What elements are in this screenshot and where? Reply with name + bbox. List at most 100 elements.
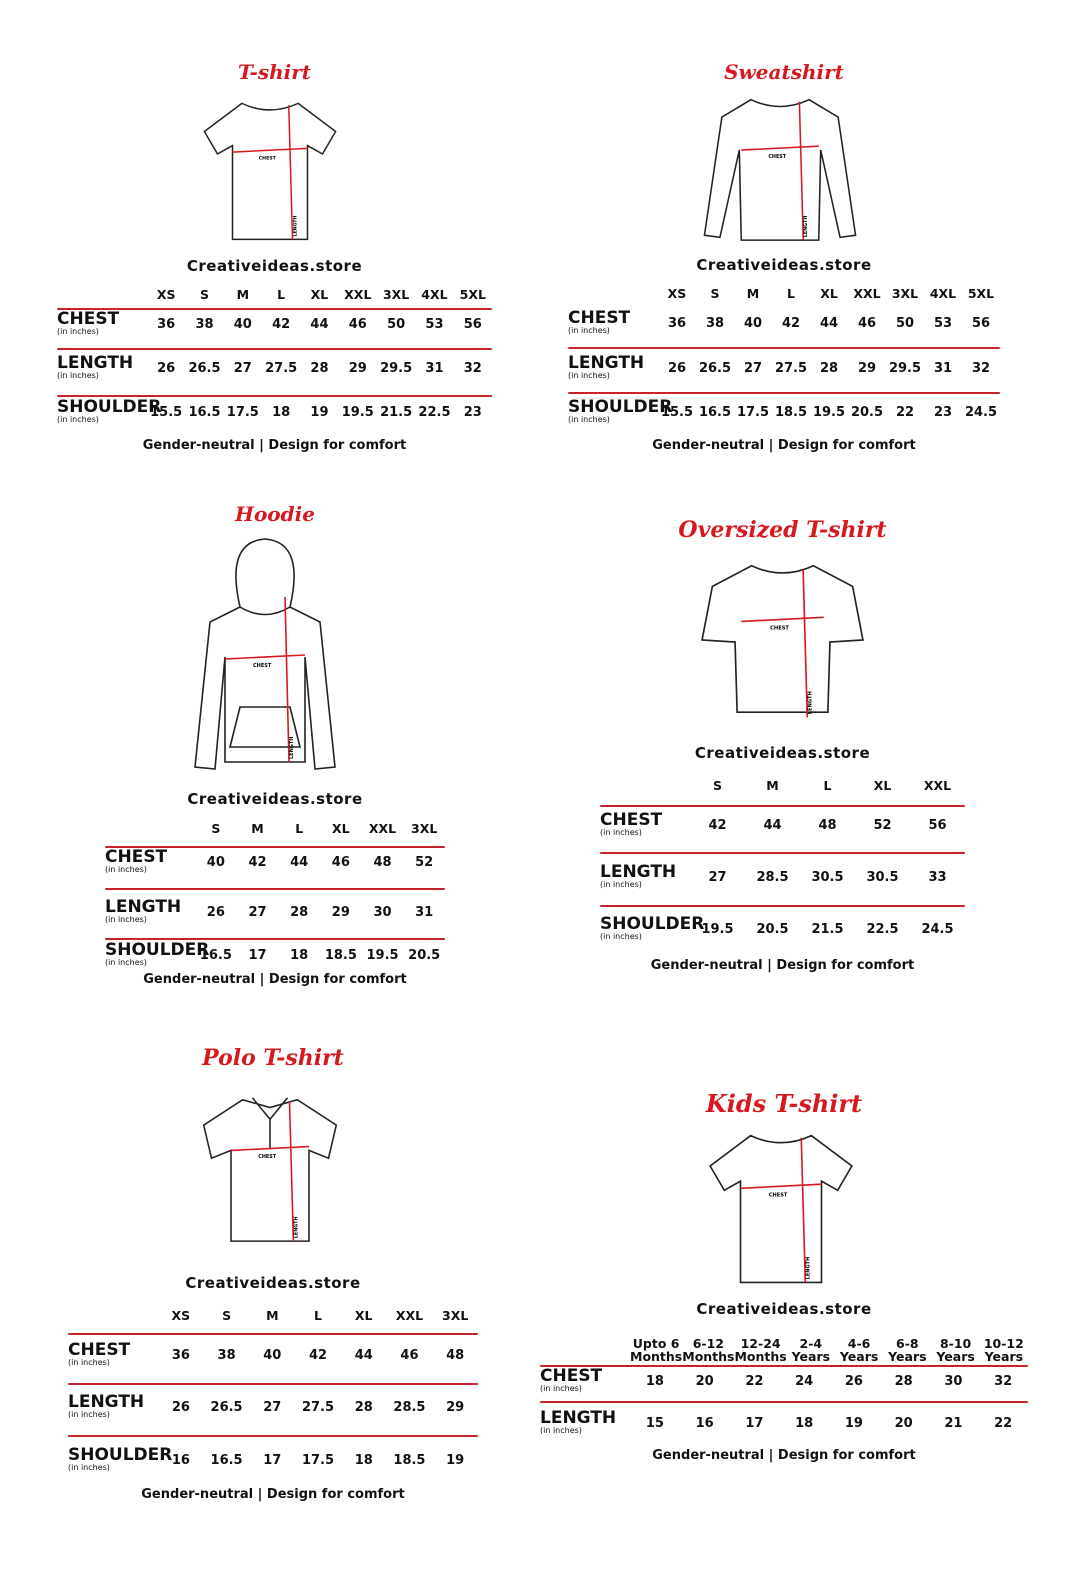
size-header: 3XL (411, 821, 438, 836)
length-measure-line (288, 105, 294, 240)
row-label: CHEST (in inches) (568, 310, 658, 336)
measure-value: 26 (206, 904, 225, 920)
measure-value: 50 (387, 316, 406, 332)
unit-label: (in inches) (600, 932, 642, 941)
measure-value: 27 (708, 869, 727, 885)
measure-row-shoulder: SHOULDER (in inches) 19.5 20.5 21.5 22.5 24.5 (600, 915, 965, 943)
measure-value: 27 (743, 360, 763, 376)
size-header: 3XL (442, 1308, 469, 1323)
measure-value: 44 (310, 316, 329, 332)
row-label: LENGTH (in inches) (105, 899, 195, 925)
measure-value: 33 (928, 869, 947, 885)
measure-value: 20 (894, 1415, 913, 1431)
measure-value: 50 (895, 315, 915, 331)
measure-value: 22 (895, 404, 915, 420)
measure-value: 53 (933, 315, 953, 331)
measure-value: 18 (272, 404, 291, 420)
measure-value: 28.5 (756, 869, 789, 885)
size-header: 12-24 Months (734, 1336, 787, 1364)
unit-label: (in inches) (105, 958, 147, 967)
measure-value: 27 (263, 1399, 282, 1415)
chart-title: Sweatshirt (724, 60, 844, 84)
row-label: SHOULDER (in inches) (568, 397, 673, 425)
measure-value: 42 (308, 1347, 328, 1363)
measure-value: 20.5 (756, 921, 789, 937)
measure-value: 46 (348, 316, 367, 332)
length-label: LENGTH (292, 215, 298, 236)
size-header: 6-8 Years (888, 1336, 927, 1364)
size-header: 6-12 Months (682, 1336, 735, 1364)
measure-value: 18 (645, 1373, 664, 1389)
length-measure-line (284, 596, 290, 763)
unit-label: (in inches) (568, 326, 610, 335)
measure-value: 40 (743, 315, 763, 331)
measure-value: 23 (463, 404, 482, 420)
measure-value: 22 (745, 1373, 764, 1389)
measure-value: 16 (695, 1415, 714, 1431)
size-chart-sweatshirt: Sweatshirt CHEST LENGTH Creativeideas.st… (568, 60, 1000, 458)
measure-value: 40 (233, 316, 252, 332)
size-header: 10-12 Years (983, 1336, 1024, 1364)
measure-value: 26.5 (698, 360, 732, 376)
measure-value: 22.5 (866, 921, 899, 937)
measure-value: 19.5 (366, 947, 399, 963)
measure-value: 32 (463, 360, 482, 376)
measure-row-length: LENGTH (in inches) 27 28.5 30.5 30.5 33 (600, 863, 965, 891)
row-divider (68, 1333, 478, 1335)
length-label: LENGTH (293, 1216, 299, 1238)
length-measure-line (288, 1101, 295, 1242)
length-measure-line (800, 1137, 807, 1283)
chest-measure-line (224, 654, 306, 660)
size-header: M (766, 778, 779, 793)
measure-value: 15.5 (660, 404, 694, 420)
measure-value: 56 (971, 315, 991, 331)
kids-tshirt-icon: CHEST LENGTH (709, 1134, 853, 1284)
chest-measure-line (232, 147, 308, 153)
chest-label: CHEST (258, 1154, 276, 1160)
size-header: 5XL (967, 286, 995, 301)
measure-value: 52 (415, 854, 434, 870)
size-header: XXL (344, 287, 372, 302)
measure-value: 28 (894, 1373, 913, 1389)
chart-title: Hoodie (235, 502, 315, 526)
size-header: XS (667, 286, 687, 301)
measure-value: 20.5 (408, 947, 441, 963)
measure-value: 44 (763, 817, 782, 833)
row-divider (57, 348, 492, 350)
size-header: L (823, 778, 832, 793)
unit-label: (in inches) (600, 880, 642, 889)
measure-value: 17 (263, 1452, 282, 1468)
measure-value: 18 (290, 947, 309, 963)
measure-value: 26 (157, 360, 176, 376)
length-label: LENGTH (805, 1257, 811, 1280)
measure-value: 26 (844, 1373, 863, 1389)
unit-label: (in inches) (540, 1384, 582, 1393)
unit-label: (in inches) (568, 371, 610, 380)
measure-value: 38 (195, 316, 214, 332)
brand-name: Creativeideas.store (187, 790, 363, 808)
polo-shirt-icon: CHEST LENGTH (202, 1097, 338, 1242)
row-label: LENGTH (in inches) (568, 355, 658, 381)
measure-value: 56 (928, 817, 947, 833)
chest-measure-line (741, 145, 819, 151)
row-divider (568, 392, 1000, 394)
measure-value: 19.5 (812, 404, 846, 420)
row-divider (105, 846, 445, 848)
measure-value: 30.5 (866, 869, 899, 885)
chest-label: CHEST (253, 663, 272, 669)
measure-value: 21.5 (380, 404, 413, 420)
brand-name: Creativeideas.store (696, 256, 872, 274)
measure-value: 27.5 (301, 1399, 335, 1415)
measure-value: 18.5 (324, 947, 357, 963)
measure-value: 30 (944, 1373, 963, 1389)
footer-note: Gender-neutral | Design for comfort (652, 1448, 916, 1463)
measure-row-shoulder: SHOULDER (in inches) 16.5 17 18 18.5 19.5 20.5 (105, 941, 445, 969)
size-header: 4-6 Years (839, 1336, 879, 1364)
measure-value: 17.5 (736, 404, 770, 420)
measure-row-chest: CHEST (in inches) 18 20 22 24 26 28 30 32 (540, 1367, 1028, 1395)
size-header: 2-4 Years (791, 1336, 831, 1364)
size-header-row: Upto 6 Months 6-12 Months 12-24 Months 2-4 … (540, 1337, 1028, 1363)
measure-row-shoulder: SHOULDER (in inches) 15.5 16.5 17.5 18 19 19.5 2… (57, 398, 492, 426)
size-header: XL (310, 287, 329, 302)
brand-name: Creativeideas.store (694, 744, 871, 762)
